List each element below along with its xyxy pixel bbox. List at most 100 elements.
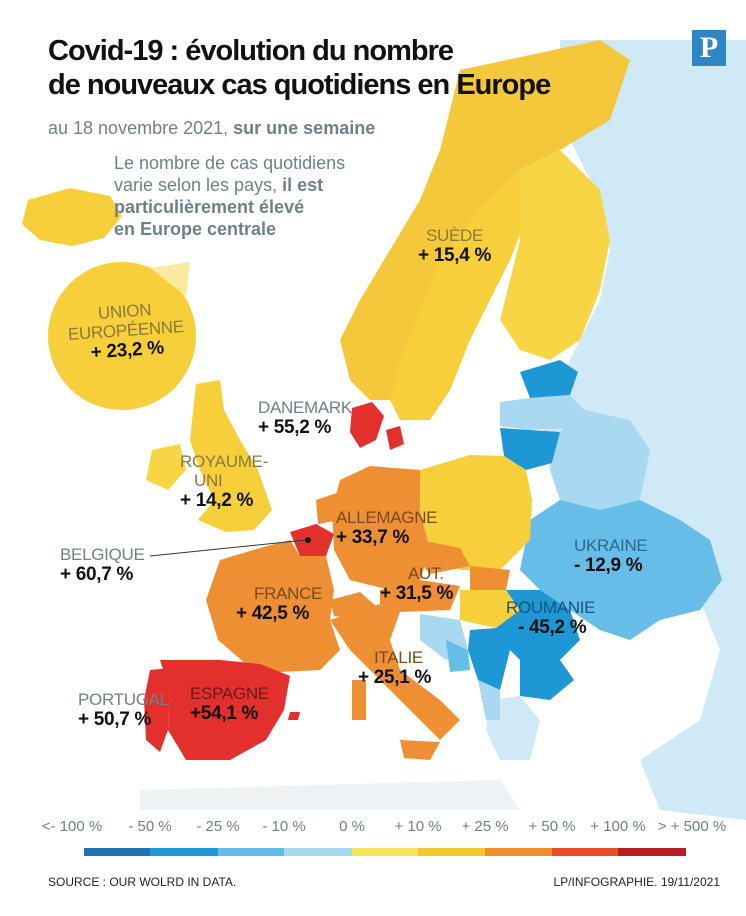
latvia <box>500 395 584 430</box>
intro-line-1: Le nombre de cas quotidiens <box>114 153 346 173</box>
belgium <box>290 524 334 556</box>
suede-value: + 15,4 % <box>418 245 492 266</box>
legend-label-7: + 50 % <box>528 818 576 835</box>
label-espagne: ESPAGNE +54,1 % <box>190 684 269 725</box>
roumanie-name: ROUMANIE <box>506 598 596 617</box>
intro-line-4-bold: en Europe centrale <box>114 219 277 239</box>
united-kingdom <box>190 380 272 532</box>
legend-label-6: + 25 % <box>461 818 509 835</box>
iceland <box>22 188 122 246</box>
belgium-leader-dot <box>305 537 311 543</box>
espagne-name: ESPAGNE <box>190 684 269 703</box>
north-africa <box>140 780 520 810</box>
roumanie-value: - 45,2 % <box>518 617 587 638</box>
label-ukraine: UKRAINE - 12,9 % <box>574 536 648 577</box>
subtitle: au 18 novembre 2021, sur une semaine <box>48 118 375 139</box>
russia-region <box>540 40 746 820</box>
espagne-value: +54,1 % <box>190 703 259 724</box>
belgique-name: BELGIQUE <box>60 545 145 564</box>
page-title: Covid-19 : évolution du nombre de nouvea… <box>48 34 551 102</box>
title-line-2: de nouveaux cas quotidiens en Europe <box>48 69 551 101</box>
subtitle-date: au 18 novembre 2021, <box>48 118 229 138</box>
slovakia <box>470 566 510 590</box>
portugal <box>144 668 170 752</box>
intro-line-2: varie selon les pays, il est <box>114 174 414 196</box>
sweden <box>390 170 530 420</box>
denmark <box>350 402 384 448</box>
france <box>206 540 340 672</box>
portugal-value: + 50,7 % <box>78 709 152 730</box>
sicily <box>400 740 440 760</box>
intro-line-2-prefix: varie selon les pays, <box>114 175 278 195</box>
allemagne-name: ALLEMAGNE <box>336 508 438 527</box>
royaume-uni-name-1: ROYAUME- <box>180 452 268 471</box>
hungary <box>460 590 520 628</box>
label-italie: ITALIE + 25,1 % <box>358 648 431 689</box>
legend-label-3: - 10 % <box>262 818 306 835</box>
italie-value: + 25,1 % <box>358 667 432 688</box>
label-belgique: BELGIQUE + 60,7 % <box>60 545 145 586</box>
legend-bar-6 <box>485 848 552 856</box>
royaume-uni-name-2: UNI <box>194 471 223 490</box>
legend-bar-7 <box>552 848 618 856</box>
norway <box>340 40 630 400</box>
legend-bar-2 <box>218 848 284 856</box>
intro-line-2-bold: il est <box>282 175 324 195</box>
eu-badge-circle <box>48 262 196 410</box>
ukraine-name: UKRAINE <box>574 536 648 555</box>
czechia <box>418 540 470 574</box>
netherlands <box>316 492 340 524</box>
romania <box>496 590 580 660</box>
spain <box>160 660 290 760</box>
source-note: SOURCE : OUR WOLRD IN DATA. <box>48 875 237 889</box>
label-autriche: AUT. + 31,5 % <box>380 564 453 605</box>
legend-label-2: - 25 % <box>196 818 240 835</box>
bulgaria <box>520 660 574 700</box>
label-roumanie: ROUMANIE - 45,2 % <box>506 598 596 639</box>
eu-badge-curl <box>150 262 190 296</box>
legend-label-0: <- 100 % <box>41 818 103 835</box>
label-allemagne: ALLEMAGNE + 33,7 % <box>336 508 438 549</box>
legend-bar-4 <box>352 848 418 856</box>
france-name: FRANCE <box>254 584 323 603</box>
legend-bar-0 <box>84 848 150 856</box>
legend-label-9: > + 500 % <box>657 818 727 835</box>
subtitle-period: sur une semaine <box>233 118 376 138</box>
legend-bar-5 <box>418 848 485 856</box>
lithuania <box>500 428 560 470</box>
legend-label-5: + 10 % <box>394 818 442 835</box>
balearics <box>288 712 300 720</box>
title-line-1: Covid-19 : évolution du nombre <box>48 35 454 67</box>
allemagne-value: + 33,7 % <box>336 527 410 548</box>
label-france: FRANCE + 42,5 % <box>236 584 322 625</box>
autriche-name: AUT. <box>408 564 444 583</box>
label-royaume-uni: ROYAUME- UNI + 14,2 % <box>180 452 268 512</box>
denmark-islands <box>386 426 404 450</box>
intro-line-4: en Europe centrale <box>114 218 414 240</box>
autriche-value: + 31,5 % <box>380 583 454 604</box>
label-suede: SUÈDE + 15,4 % <box>418 226 491 267</box>
italie-name: ITALIE <box>374 648 423 667</box>
intro-text: Le nombre de cas quotidiens varie selon … <box>114 152 414 240</box>
ukraine-value: - 12,9 % <box>574 555 643 576</box>
legend-label-8: + 100 % <box>590 818 646 835</box>
bosnia <box>446 640 470 672</box>
serbia <box>468 628 510 690</box>
estonia <box>520 360 578 398</box>
austria <box>380 580 460 612</box>
royaume-uni-value: + 14,2 % <box>180 490 254 511</box>
belarus <box>550 410 650 510</box>
eu-badge: UNION EUROPÉENNE + 23,2 % <box>54 297 198 367</box>
poland <box>420 455 532 570</box>
legend-label-4: 0 % <box>339 818 365 835</box>
credit-note: LP/INFOGRAPHIE. 19/11/2021 <box>553 875 720 889</box>
legend-bar-1 <box>150 848 218 856</box>
ireland <box>146 444 186 490</box>
portugal-name: PORTUGAL <box>78 690 169 709</box>
legend-bar-8 <box>618 848 686 856</box>
legend-label-1: - 50 % <box>128 818 172 835</box>
finland <box>500 150 610 360</box>
italy <box>330 604 460 740</box>
legend-bar-3 <box>284 848 352 856</box>
germany <box>332 466 430 590</box>
